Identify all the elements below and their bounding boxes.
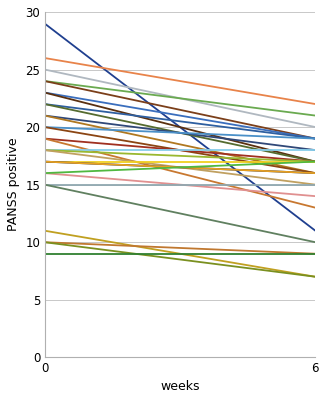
- X-axis label: weeks: weeks: [160, 380, 200, 393]
- Y-axis label: PANSS positive: PANSS positive: [7, 138, 20, 232]
